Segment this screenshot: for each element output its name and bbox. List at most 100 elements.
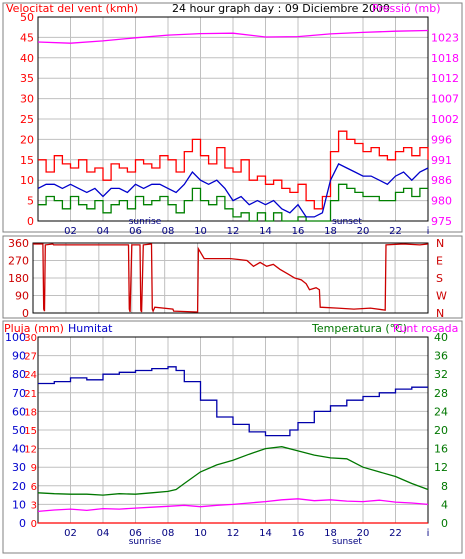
humidity-ytick-label: 6 [31,482,37,493]
pressure-ytick-label: 1012 [431,72,459,85]
wind-ytick-label: 30 [20,93,34,106]
sunset-label-bottom: sunset [332,537,362,547]
direction-ytick-label: 180 [8,272,29,285]
compass-tick-label: W [436,290,447,303]
pressure-ytick-label: 1002 [431,113,459,126]
main-title: 24 hour graph day : 09 Diciembre 2009 [172,2,390,15]
temp-xtick-label: 06 [129,528,142,539]
temp-xtick-label: 08 [162,528,175,539]
humidity-ytick-label: 3 [31,500,37,511]
temperature-ytick-label: 16 [434,443,448,456]
humidity-line [38,366,428,437]
pressure-ytick-label: 1018 [431,52,459,65]
wind-xtick-label: 22 [389,226,402,237]
panel-frame-wind [2,2,463,233]
wind-ytick-label: 25 [20,113,34,126]
temp-xtick-label: 10 [194,528,207,539]
wind-xtick-label: i [427,226,430,237]
rain-ytick-label: 0 [19,517,26,530]
sunrise-label: sunrise [129,217,162,227]
wind-xtick-label: 08 [162,226,175,237]
temp-xtick-label: 14 [259,528,272,539]
pressure-ytick-label: 975 [431,215,452,228]
humidity-ytick-label: 15 [24,426,37,437]
temp-xtick-label: i [427,528,430,539]
rain-ytick-label: 100 [5,331,26,344]
wind-low-line [38,183,428,222]
wind-ytick-label: 20 [20,133,34,146]
wind-gust-line [38,130,429,210]
pressure-line [37,29,429,44]
temperature-ytick-label: 20 [434,424,448,437]
wind-ytick-label: 35 [20,72,34,85]
rain-ytick-label: 30 [12,461,26,474]
wind-xtick-label: 16 [292,226,305,237]
wind-xtick-label: 14 [259,226,272,237]
temperature-ytick-label: 32 [434,368,448,381]
humidity-ytick-label: 0 [31,519,37,530]
direction-ytick-label: 90 [15,290,29,303]
pressure-ytick-label: 1023 [431,31,459,44]
pressure-title: Pressió (mb) [372,2,441,15]
direction-ytick-label: 360 [8,237,29,250]
sunrise-label-bottom: sunrise [129,537,162,547]
temperature-ytick-label: 36 [434,350,448,363]
humidity-ytick-label: 18 [24,407,37,418]
wind-xtick-label: 10 [194,226,207,237]
temperature-ytick-label: 24 [434,405,448,418]
humidity-ytick-label: 30 [24,333,37,344]
wind-ytick-label: 40 [20,52,34,65]
wind-average-line [37,163,429,218]
temperature-ytick-label: 4 [441,498,448,511]
wind-xtick-label: 06 [129,226,142,237]
wind-xtick-label: 20 [357,226,370,237]
rain-ytick-label: 60 [12,405,26,418]
temperature-line [37,446,429,496]
rain-ytick-label: 90 [12,350,26,363]
panel-frame-temperature [2,320,463,554]
rain-ytick-label: 50 [12,424,26,437]
rain-ytick-label: 10 [12,498,26,511]
humidity-ytick-label: 12 [24,445,37,456]
temperature-ytick-label: 0 [441,517,448,530]
pressure-ytick-label: 980 [431,195,452,208]
humidity-ytick-label: 21 [24,389,37,400]
humidity-ytick-label: 27 [24,352,37,363]
rain-ytick-label: 40 [12,443,26,456]
pressure-ytick-label: 991 [431,154,452,167]
pressure-ytick-label: 1007 [431,93,459,106]
wind-ytick-label: 0 [27,215,34,228]
direction-ytick-label: 270 [8,255,29,268]
pressure-ytick-label: 996 [431,133,452,146]
temp-xtick-label: 12 [227,528,240,539]
wind-xtick-label: 02 [64,226,77,237]
temp-xtick-label: 20 [357,528,370,539]
panel-frame-direction [2,235,463,319]
temp-xtick-label: 18 [324,528,337,539]
compass-tick-label: N [436,307,444,320]
rain-title: Pluja (mm) [4,322,64,335]
pressure-ytick-label: 986 [431,174,452,187]
temperature-ytick-label: 28 [434,387,448,400]
temp-xtick-label: 22 [389,528,402,539]
temperature-ytick-label: 40 [434,331,448,344]
rain-ytick-label: 20 [12,480,26,493]
wind-ytick-label: 5 [27,195,34,208]
dew-point-title: Punt rosada [393,322,458,335]
wind-xtick-label: 12 [227,226,240,237]
temp-xtick-label: 16 [292,528,305,539]
humidity-title: Humitat [68,322,113,335]
rain-ytick-label: 80 [12,368,26,381]
wind-xtick-label: 04 [97,226,110,237]
direction-line [33,243,429,313]
sunset-label: sunset [332,217,362,227]
temperature-title: Temperatura (°C) [311,322,407,335]
direction-ytick-label: 0 [22,307,29,320]
wind-ytick-label: 50 [20,11,34,24]
wind-ytick-label: 45 [20,31,34,44]
temp-xtick-label: 04 [97,528,110,539]
humidity-ytick-label: 24 [24,370,37,381]
wind-title: Velocitat del vent (kmh) [6,2,138,15]
